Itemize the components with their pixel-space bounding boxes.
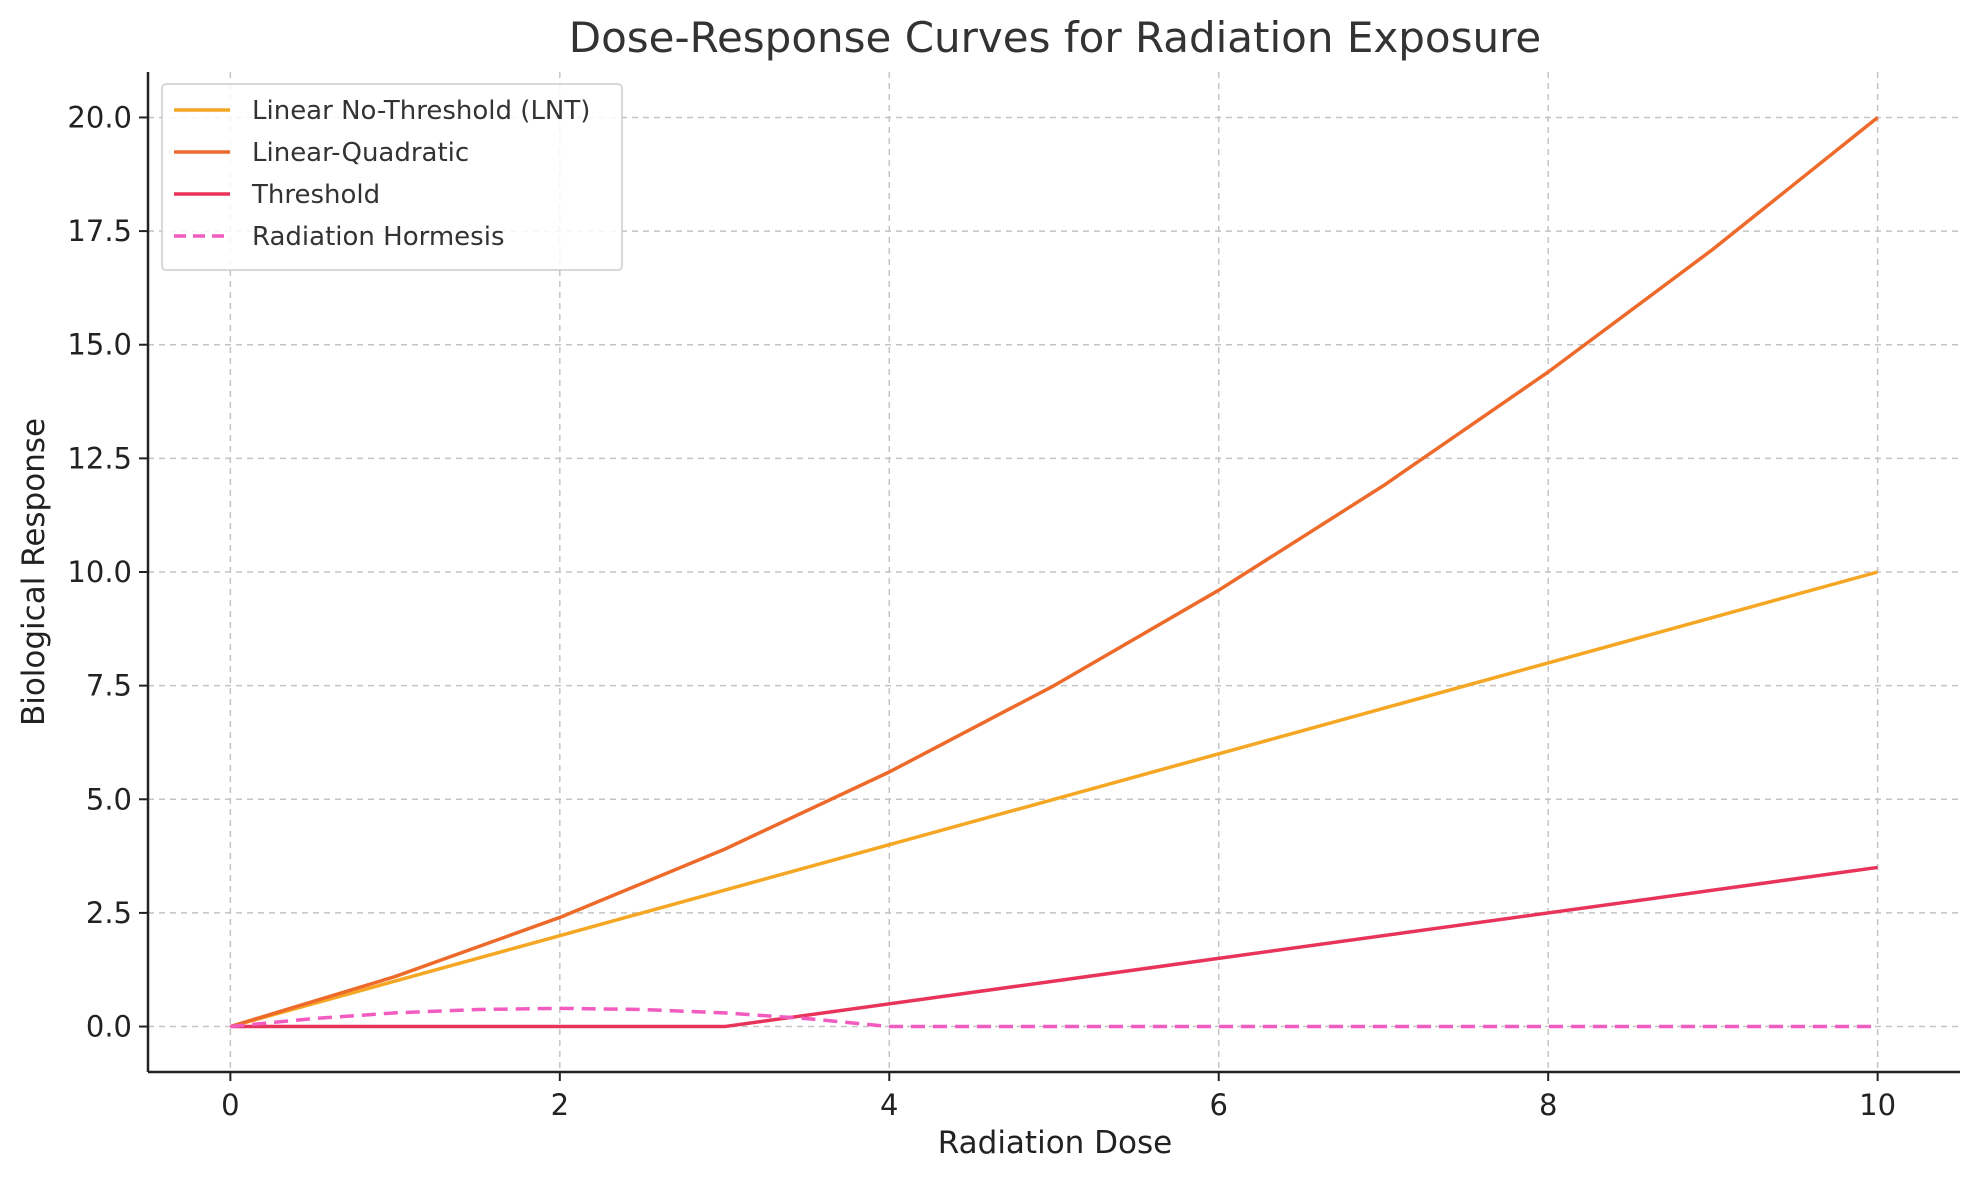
x-tick-label: 4	[880, 1088, 898, 1122]
legend-label-linear-no-threshold-lnt: Linear No-Threshold (LNT)	[252, 96, 590, 126]
chart-title: Dose-Response Curves for Radiation Expos…	[569, 13, 1542, 62]
series-layer	[229, 116, 1879, 1029]
y-axis-label: Biological Response	[16, 418, 52, 726]
x-tick-label: 8	[1539, 1088, 1557, 1122]
ticks-layer: 0 2 4 6 8 10 0.0 2.5 5.0 7.5 10.0 12.5 15.0 17.5 20.0	[67, 100, 1896, 1122]
x-tick-label: 2	[551, 1088, 569, 1122]
legend-label-linear-quadratic: Linear-Quadratic	[252, 138, 469, 168]
x-tick-label: 0	[221, 1088, 239, 1122]
y-tick-label: 10.0	[67, 555, 132, 589]
y-tick-label: 20.0	[67, 100, 132, 134]
y-tick-label: 5.0	[86, 782, 132, 816]
y-tick-label: 2.5	[86, 896, 132, 930]
series-line-threshold	[230, 865, 1878, 1029]
y-tick-label: 12.5	[67, 441, 132, 475]
y-tick-label: 17.5	[67, 214, 132, 248]
x-tick-label: 10	[1859, 1088, 1896, 1122]
legend: Linear No-Threshold (LNT) Linear-Quadrati…	[161, 83, 623, 271]
legend-label-threshold: Threshold	[251, 180, 380, 210]
y-tick-label: 7.5	[86, 669, 132, 703]
series-line-radiation-hormesis	[230, 1006, 1878, 1029]
x-tick-label: 6	[1210, 1088, 1228, 1122]
y-tick-label: 0.0	[86, 1010, 132, 1044]
series-line-linear-no-threshold-lnt	[229, 570, 1879, 1029]
y-tick-label: 15.0	[67, 328, 132, 362]
series-line-linear-quadratic	[229, 116, 1879, 1029]
x-axis-label: Radiation Dose	[938, 1125, 1172, 1161]
legend-label-radiation-hormesis: Radiation Hormesis	[252, 222, 504, 252]
legend-box	[161, 83, 623, 271]
